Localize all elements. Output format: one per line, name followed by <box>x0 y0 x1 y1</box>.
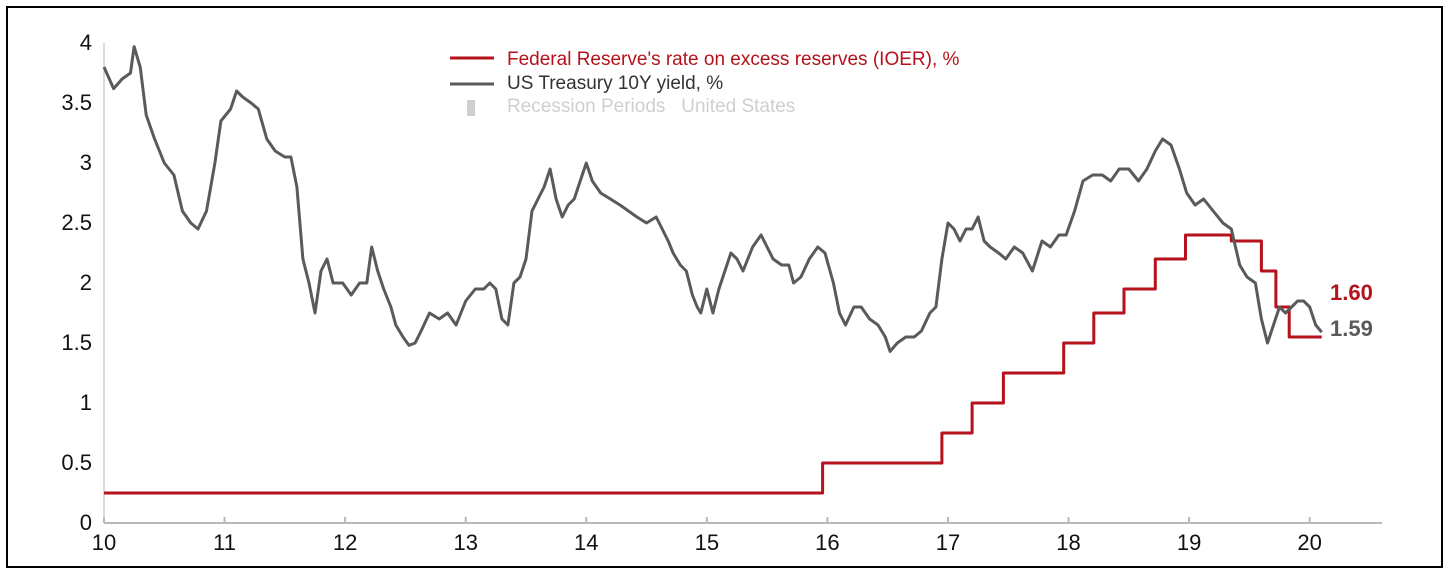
x-tick-label: 17 <box>936 530 960 555</box>
x-tick-label: 16 <box>815 530 839 555</box>
legend: Federal Reserve's rate on excess reserve… <box>450 49 959 117</box>
y-tick-label: 3 <box>80 150 92 175</box>
x-tick-label: 15 <box>695 530 719 555</box>
x-axis-ticks: 10 11 12 13 14 15 16 17 18 19 20 <box>92 517 1322 555</box>
end-label-treasury: 1.59 <box>1330 316 1373 341</box>
y-tick-label: 2 <box>80 270 92 295</box>
legend-label-ioer: Federal Reserve's rate on excess reserve… <box>507 49 959 70</box>
y-tick-label: 4 <box>80 30 92 55</box>
x-tick-label: 19 <box>1177 530 1201 555</box>
y-tick-label: 0.5 <box>61 450 92 475</box>
chart-svg: 10 11 12 13 14 15 16 17 18 19 20 0 0.5 1 1.5 2 2.5 3 3.5 4… <box>61 30 1382 555</box>
chart-frame: 10 11 12 13 14 15 16 17 18 19 20 0 0.5 1 1.5 2 2.5 3 3.5 4… <box>6 6 1443 568</box>
legend-label-treasury: US Treasury 10Y yield, % <box>507 73 723 94</box>
treasury-line <box>102 45 1323 353</box>
x-tick-label: 11 <box>213 530 236 555</box>
y-axis-ticks: 0 0.5 1 1.5 2 2.5 3 3.5 4 <box>61 30 92 535</box>
y-tick-label: 3.5 <box>61 90 92 115</box>
x-tick-label: 18 <box>1056 530 1080 555</box>
ioer-line <box>104 233 1322 495</box>
x-tick-label: 13 <box>453 530 477 555</box>
y-tick-label: 1 <box>80 390 92 415</box>
y-tick-label: 1.5 <box>61 330 92 355</box>
y-tick-label: 2.5 <box>61 210 92 235</box>
x-tick-label: 14 <box>574 530 598 555</box>
x-tick-label: 10 <box>92 530 116 555</box>
legend-swatch-recession <box>467 100 475 116</box>
end-label-ioer: 1.60 <box>1330 280 1373 305</box>
legend-label-recession: Recession Periods United States <box>507 96 795 117</box>
y-tick-label: 0 <box>80 510 92 535</box>
x-tick-label: 12 <box>333 530 357 555</box>
series-group <box>102 45 1323 495</box>
x-tick-label: 20 <box>1297 530 1321 555</box>
axes <box>103 43 1382 524</box>
